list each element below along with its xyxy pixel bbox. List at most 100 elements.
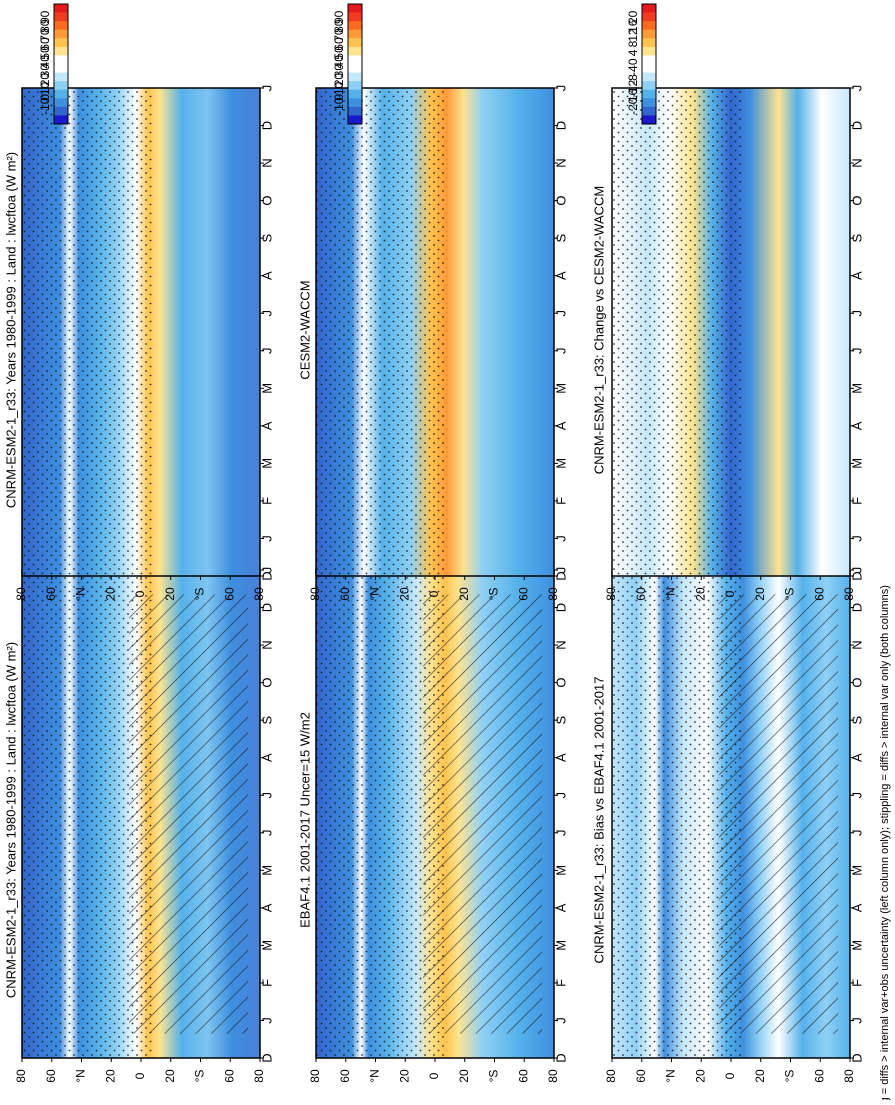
colorbar-tick-label: 60 — [332, 37, 346, 51]
panel-title: CESM2-WACCM — [297, 280, 312, 379]
x-tick-label: J — [259, 792, 274, 799]
x-tick-label: J — [849, 1017, 864, 1024]
x-tick-label: A — [849, 271, 864, 280]
colorbar-tick-label: 16 — [626, 19, 640, 33]
x-tick-label: D — [849, 121, 864, 130]
y-tick-label: °N — [368, 1069, 382, 1082]
colorbar-swatch — [348, 38, 362, 48]
y-tick-label: 20 — [397, 587, 411, 601]
x-tick-label: F — [849, 497, 864, 505]
x-tick-label: M — [849, 383, 864, 394]
x-tick-label: J — [553, 310, 568, 317]
y-tick-label: °N — [664, 587, 678, 600]
x-tick-label: A — [259, 271, 274, 280]
colorbar-swatch — [54, 64, 68, 73]
y-tick-label: 80 — [842, 587, 856, 601]
x-tick-label: O — [259, 678, 274, 688]
colorbar-swatch — [348, 106, 362, 116]
y-tick-label: 0 — [723, 1072, 737, 1079]
colorbar-tick-label: 30 — [332, 64, 346, 78]
x-tick-label: D — [553, 1053, 568, 1062]
y-tick-label: 20 — [397, 1069, 411, 1083]
x-tick-label: A — [849, 421, 864, 430]
y-tick-label: 20 — [103, 1069, 117, 1083]
colorbar-swatch — [348, 81, 362, 91]
colorbar-swatch — [642, 64, 656, 73]
y-tick-label: 20 — [457, 587, 471, 601]
colorbar-swatch — [348, 98, 362, 108]
colorbar-swatch — [54, 106, 68, 116]
colorbar-frame — [53, 3, 69, 125]
y-tick-label: 80 — [546, 1069, 560, 1083]
x-tick-label: A — [553, 421, 568, 430]
x-tick-label: J — [553, 535, 568, 542]
colorbar-swatch — [54, 89, 68, 99]
hatching — [719, 594, 839, 1034]
x-tick-label: A — [259, 753, 274, 762]
x-tick-label: J — [259, 535, 274, 542]
colorbar-tick-label: 80 — [332, 19, 346, 33]
y-tick-label: 20 — [457, 1069, 471, 1083]
y-tick-label: 0 — [133, 590, 147, 597]
colorbar-swatch — [348, 46, 362, 56]
colorbar-swatch — [54, 29, 68, 39]
colorbar-swatch — [642, 38, 656, 48]
colorbar-swatch — [642, 81, 656, 91]
x-tick-label: A — [553, 903, 568, 912]
y-tick-label: 20 — [693, 587, 707, 601]
colorbar-swatch — [642, 98, 656, 108]
colorbar-swatch — [642, 89, 656, 99]
y-tick-label: °S — [783, 588, 797, 601]
colorbar-swatch — [54, 12, 68, 22]
colorbar-frame — [347, 3, 363, 125]
x-tick-label: S — [849, 715, 864, 724]
y-tick-label: °N — [664, 1069, 678, 1082]
y-tick-label: 60 — [516, 1069, 530, 1083]
x-tick-label: M — [259, 458, 274, 469]
x-tick-label: F — [553, 497, 568, 505]
colorbar-swatch — [348, 64, 362, 73]
x-tick-label: J — [259, 310, 274, 317]
colorbar-swatch — [642, 12, 656, 22]
x-tick-label: M — [259, 383, 274, 394]
y-tick-label: 60 — [222, 1069, 236, 1083]
x-tick-label: J — [849, 310, 864, 317]
colorbar-swatch — [642, 72, 656, 82]
x-tick-label: O — [553, 678, 568, 688]
x-tick-label: D — [553, 571, 568, 580]
colorbar-swatch — [54, 38, 68, 48]
y-tick-label: 20 — [163, 1069, 177, 1083]
x-tick-label: D — [553, 603, 568, 612]
x-tick-label: J — [849, 348, 864, 355]
colorbar-tick-label: 4 — [626, 49, 640, 56]
x-tick-label: O — [553, 196, 568, 206]
colorbar-tick-label: 10 — [38, 81, 52, 95]
x-tick-label: J — [849, 567, 864, 574]
colorbar-tick-label: -10 — [38, 97, 52, 115]
colorbar-tick-label: 12 — [626, 28, 640, 42]
y-tick-label: °S — [487, 588, 501, 601]
y-tick-label: 60 — [338, 1069, 352, 1083]
colorbar-swatch — [642, 29, 656, 39]
x-tick-label: A — [259, 421, 274, 430]
x-tick-label: F — [553, 979, 568, 987]
colorbar-swatch — [54, 115, 68, 125]
colorbar-swatch — [642, 106, 656, 116]
x-tick-label: M — [259, 940, 274, 951]
y-tick-label: 80 — [14, 1069, 28, 1083]
colorbar-tick-label: 60 — [38, 37, 52, 51]
colorbar-swatch — [54, 21, 68, 31]
panel-title: CNRM-ESM2-1_r33: Years 1980-1999 : Land … — [3, 642, 18, 998]
colorbar-swatch — [54, 55, 68, 65]
x-tick-label: O — [849, 196, 864, 206]
colorbar-frame — [641, 3, 657, 125]
x-tick-label: S — [259, 233, 274, 242]
x-tick-label: N — [849, 158, 864, 167]
colorbar-swatch — [348, 72, 362, 82]
x-tick-label: A — [259, 903, 274, 912]
colorbar-swatch — [348, 55, 362, 65]
